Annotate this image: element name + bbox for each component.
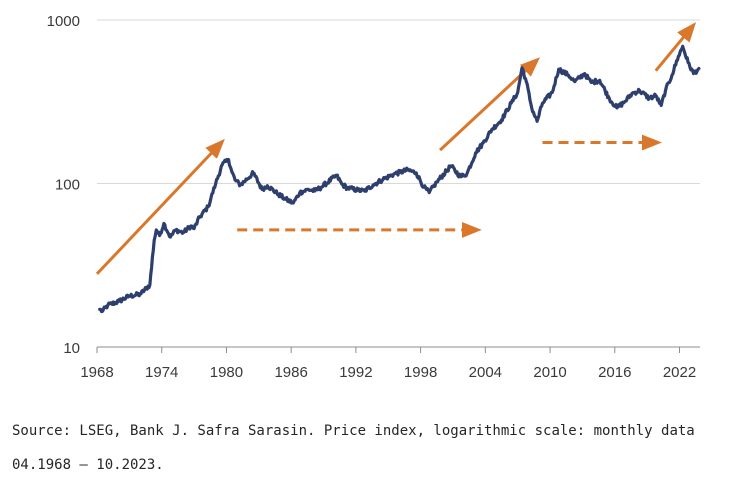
series-line-price-index	[98, 44, 701, 314]
x-tick-label: 1992	[339, 364, 372, 381]
gridlines	[97, 19, 700, 184]
y-tick-label: 1000	[47, 13, 80, 30]
x-tick-label: 1980	[210, 364, 243, 381]
x-tick-label: 1998	[404, 364, 437, 381]
y-tick-label: 100	[55, 177, 80, 194]
y-tick-label: 10	[63, 340, 80, 357]
y-axis-labels: 10 100 1000	[47, 13, 80, 357]
trend-arrow-1	[95, 138, 225, 275]
trend-arrows	[95, 22, 697, 275]
x-tick-label: 1986	[274, 364, 307, 381]
chart: 10 100 1000 1968 1974 1980 1986 1992 1998 2004 20…	[47, 13, 701, 381]
series-layer	[98, 44, 701, 314]
x-tick-label: 2016	[598, 364, 631, 381]
source-note: Source: LSEG, Bank J. Safra Sarasin. Pri…	[12, 423, 695, 473]
x-tick-label: 2010	[533, 364, 566, 381]
x-axis-labels: 1968 1974 1980 1986 1992 1998 2004 2010 2016 2022	[80, 364, 696, 381]
x-axis	[96, 346, 700, 353]
x-tick-label: 1974	[145, 364, 178, 381]
x-tick-label: 1968	[80, 364, 113, 381]
trend-arrow-5	[654, 22, 697, 72]
x-tick-label: 2004	[469, 364, 502, 381]
x-tick-label: 2022	[663, 364, 696, 381]
